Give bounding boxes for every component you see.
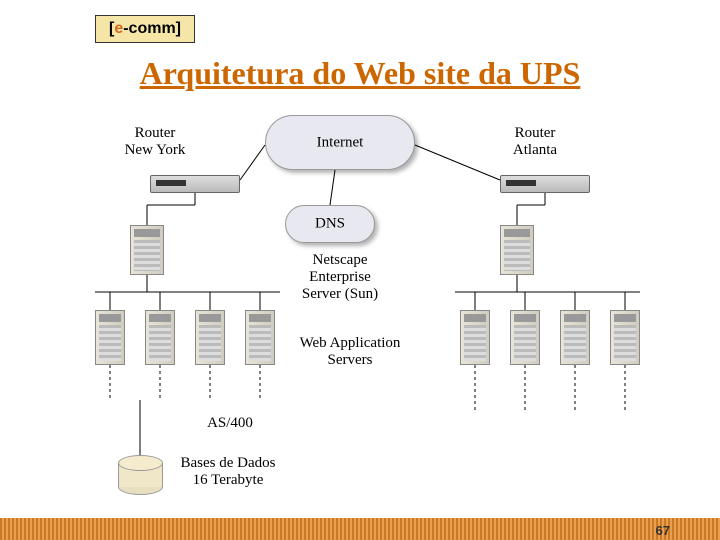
bottom-bar — [0, 518, 720, 540]
router-atlanta — [500, 175, 590, 193]
server-left-3 — [195, 310, 225, 365]
webapp-label: Web ApplicationServers — [280, 335, 420, 369]
page-number: 67 — [656, 523, 670, 538]
router-atlanta-label: RouterAtlanta — [490, 125, 580, 159]
server-ny — [130, 225, 164, 275]
brand-box: [e-comm] — [95, 15, 195, 43]
server-left-4 — [245, 310, 275, 365]
server-right-1 — [460, 310, 490, 365]
server-right-3 — [560, 310, 590, 365]
as400-label: AS/400 — [195, 415, 265, 432]
server-left-1 — [95, 310, 125, 365]
router-ny-label: RouterNew York — [110, 125, 200, 159]
brand-text: [e-comm] — [109, 20, 181, 38]
netscape-label: NetscapeEnterpriseServer (Sun) — [280, 252, 400, 303]
server-right-2 — [510, 310, 540, 365]
database-cylinder — [118, 455, 163, 495]
server-right-4 — [610, 310, 640, 365]
router-ny — [150, 175, 240, 193]
db-label: Bases de Dados16 Terabyte — [168, 455, 288, 489]
internet-cloud: Internet — [265, 115, 415, 170]
dns-cloud: DNS — [285, 205, 375, 243]
server-left-2 — [145, 310, 175, 365]
server-atlanta — [500, 225, 534, 275]
page-title: Arquitetura do Web site da UPS — [0, 55, 720, 92]
